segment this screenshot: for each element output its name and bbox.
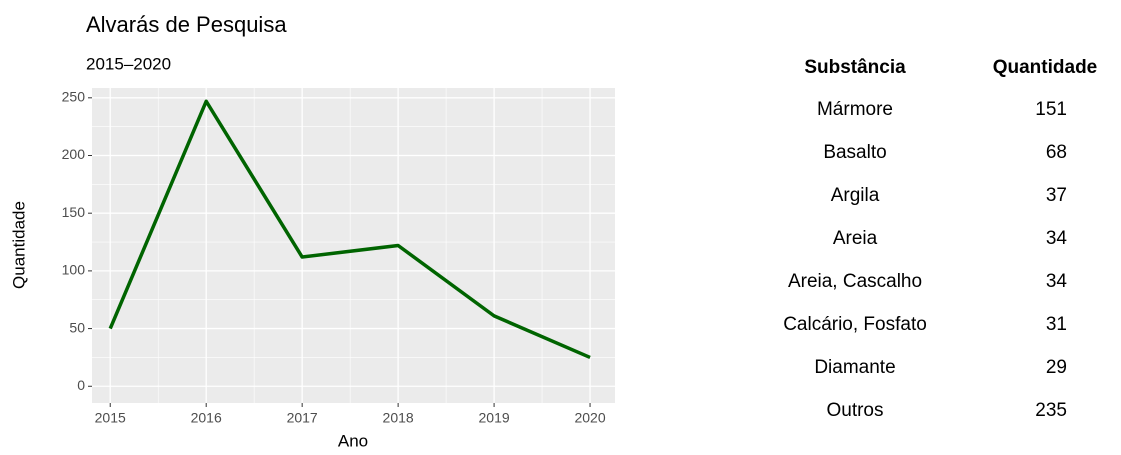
x-tick-label: 2015 (95, 410, 126, 426)
table-cell: Areia, Cascalho (788, 271, 922, 292)
y-tick-label: 150 (62, 204, 86, 220)
table-cell: 34 (1046, 271, 1068, 292)
y-tick-label: 50 (69, 319, 85, 335)
y-tick-label: 200 (62, 146, 86, 162)
table-cell: Basalto (823, 142, 886, 163)
table-header: Quantidade (993, 57, 1098, 78)
y-tick-label: 100 (62, 262, 86, 278)
x-axis-label: Ano (338, 431, 368, 450)
table-cell: 37 (1046, 185, 1067, 206)
y-tick-label: 0 (77, 377, 85, 393)
table-cell: 68 (1046, 142, 1067, 163)
table-header: Substância (804, 57, 906, 78)
table-cell: Calcário, Fosfato (783, 314, 927, 335)
table-cell: 31 (1046, 314, 1067, 335)
table-cell: 235 (1035, 400, 1067, 421)
chart-subtitle: 2015–2020 (86, 54, 171, 73)
y-tick-label: 250 (62, 89, 86, 105)
chart-title: Alvarás de Pesquisa (86, 12, 287, 37)
table-cell: Mármore (817, 99, 893, 120)
x-tick-label: 2020 (574, 410, 605, 426)
table-cell: 34 (1046, 228, 1068, 249)
data-line (108, 99, 591, 360)
table-cell: Argila (831, 185, 880, 206)
x-tick-label: 2019 (479, 410, 510, 426)
plot-panel (92, 88, 615, 403)
x-tick-label: 2016 (191, 410, 222, 426)
x-tick-label: 2017 (287, 410, 318, 426)
y-axis-label: Quantidade (9, 201, 28, 289)
table-cell: Outros (826, 400, 883, 421)
table-cell: 151 (1035, 99, 1067, 120)
table-cell: 29 (1046, 357, 1067, 378)
table-cell: Areia (833, 228, 878, 249)
x-tick-label: 2018 (383, 410, 414, 426)
table-cell: Diamante (814, 357, 895, 378)
